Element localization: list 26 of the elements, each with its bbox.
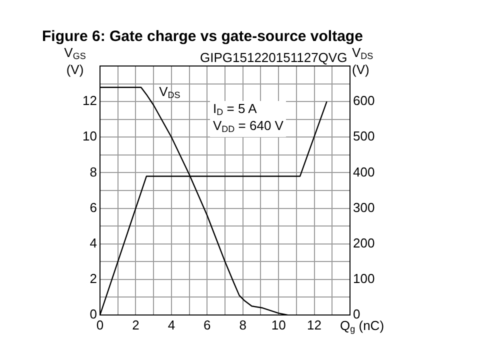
y2-tick-label: 100 <box>353 271 375 286</box>
y-axis-title: V$_{GS}$ (V) <box>63 45 87 77</box>
x-tick-label: 2 <box>132 317 140 332</box>
series-label: V$_{DS}$ <box>159 84 180 102</box>
y-tick-label: 2 <box>90 271 97 286</box>
y-tick-label: 8 <box>90 164 97 180</box>
y2-tick-label: 500 <box>353 128 375 144</box>
y-tick-label: 0 <box>90 306 97 322</box>
x-tick-label: 6 <box>204 317 211 332</box>
y2-tick-label: 400 <box>353 164 375 180</box>
x-tick-label: 10 <box>271 317 286 332</box>
y2-tick-label: 200 <box>353 235 375 250</box>
annotation: V$_{DD}$ = 640 V <box>213 118 284 136</box>
y2-tick-label: 300 <box>353 200 375 215</box>
y-tick-label: 6 <box>90 200 97 215</box>
chart-title: Figure 6: Gate charge vs gate-source voltage <box>42 28 363 45</box>
y2-tick-label: 600 <box>353 93 375 108</box>
y-tick-label: 12 <box>82 93 97 108</box>
text: GIPG151220151127QVG <box>200 50 348 65</box>
x-tick-label: 8 <box>239 317 246 332</box>
y-tick-label: 4 <box>90 235 97 250</box>
x-tick-label: 4 <box>168 317 176 332</box>
x-tick-label: 12 <box>307 317 322 332</box>
annotation: I$_{D}$ = 5 A <box>213 100 258 119</box>
y2-axis-title: V$_{DS}$ (V) <box>352 45 374 77</box>
y-tick-label: 10 <box>82 128 97 144</box>
